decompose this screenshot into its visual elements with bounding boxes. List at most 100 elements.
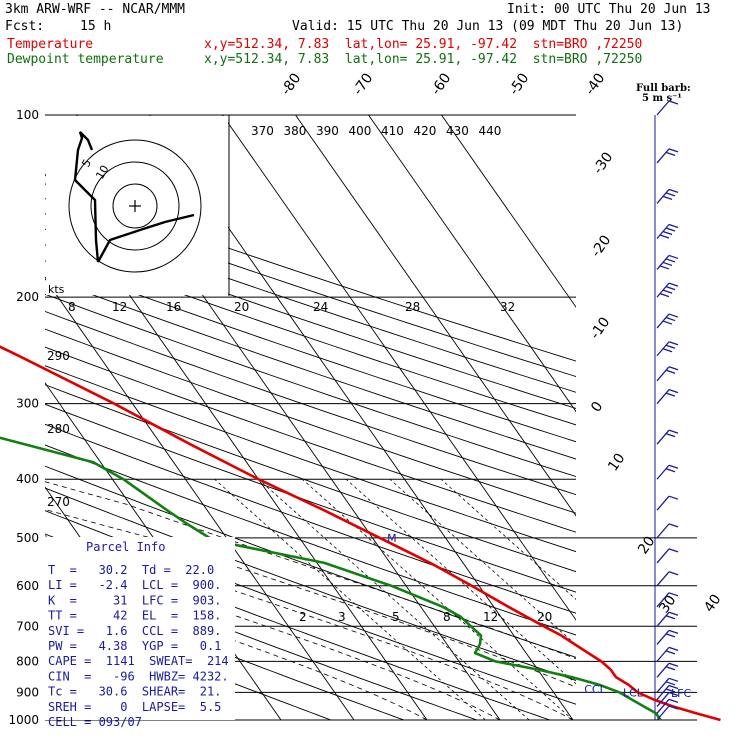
isotherm-line: [222, 115, 576, 621]
dry-adiabat: [45, 260, 576, 443]
theta-label: 380: [284, 124, 307, 138]
parcel-info-row: SVI = 1.6 CCL = 889.: [48, 624, 221, 638]
theta-label: 430: [446, 124, 469, 138]
pressure-tick-label: 800: [16, 654, 39, 668]
parcel-info-row: K = 31 LFC = 903.: [48, 593, 221, 607]
isotherm-line: [368, 115, 576, 413]
hodograph-ring: [112, 183, 158, 229]
dry-adiabat: [45, 328, 576, 514]
dry-adiabat: [45, 198, 576, 377]
isotherm-label: -20: [588, 232, 614, 260]
level-marker: CCL: [584, 683, 606, 696]
parcel-info-row: Tc = 30.6 SHEAR= 21.: [48, 685, 221, 699]
wind-barb: [656, 548, 679, 564]
theta-e-label: 280: [47, 422, 70, 436]
wind-barb: [656, 254, 679, 270]
parcel-info-row: CAPE = 1141 SWEAT= 214: [48, 654, 229, 668]
mixing-ratio-label: 2: [299, 610, 307, 624]
dewpoint-legend: Dewpoint temperature: [7, 52, 164, 67]
isotherm-label: 10: [605, 451, 628, 475]
parcel-info-row: TT = 42 EL = 158.: [48, 609, 221, 623]
level-marker: LFC: [671, 687, 691, 700]
pressure-tick-label: 200: [16, 290, 39, 304]
theta-e-label: 270: [47, 495, 70, 509]
moist-adiabat: [45, 481, 576, 660]
isotherm-line: [295, 115, 576, 517]
wind-barb: [656, 629, 679, 645]
pressure-tick-label: 300: [16, 397, 39, 411]
mixing-ratio-label: 16: [166, 300, 181, 314]
mixing-ratio-label: 12: [483, 610, 498, 624]
dry-adiabat: [45, 465, 576, 658]
isotherm-label: -10: [587, 314, 613, 342]
hodograph-ring: [68, 139, 202, 273]
pressure-tick-label: 900: [16, 685, 39, 699]
pressure-tick-label: 100: [16, 108, 39, 122]
parcel-info-title: Parcel Info: [86, 540, 165, 554]
wind-barb: [656, 464, 679, 480]
wind-barb: [656, 223, 679, 239]
mixing-ratio-label: 32: [500, 300, 515, 314]
hodograph-trace: [73, 131, 195, 263]
dewpoint-line: [0, 436, 662, 721]
mixing-ratio-label: 5: [392, 610, 400, 624]
parcel-info-row: CIN = -96 HWBZ= 4232.: [48, 669, 229, 683]
mixing-ratio-line: [440, 478, 576, 600]
wind-barb: [656, 188, 679, 204]
mixing-ratio-line: [214, 478, 486, 720]
isotherm-label: -60: [428, 70, 454, 98]
level-marker: LCL: [623, 686, 644, 699]
theta-label: 370: [251, 124, 274, 138]
wind-barb: [656, 691, 679, 707]
init-time: Init: 00 UTC Thu 20 Jun 13: [507, 2, 711, 17]
barb-legend-unit: 5 m s⁻¹: [642, 93, 682, 104]
wind-barb: [656, 646, 679, 662]
parcel-info-row: SREH = 0 LAPSE= 5.5: [48, 700, 221, 714]
wind-barb: [656, 389, 679, 405]
mixing-ratio-label: 24: [313, 300, 328, 314]
isotherm-line: [441, 115, 576, 308]
wind-barb: [656, 523, 679, 539]
wind-barb: [656, 684, 679, 700]
theta-label: 400: [349, 124, 372, 138]
mixing-ratio-line: [258, 478, 530, 720]
mixing-ratio-label: 12: [112, 300, 127, 314]
pressure-tick-label: 1000: [8, 713, 39, 727]
isotherm-label: 0: [588, 399, 606, 415]
wind-barb: [656, 100, 679, 116]
dry-adiabat: [45, 444, 576, 636]
parcel-info-row: LI = -2.4 LCL = 900.: [48, 578, 221, 592]
parcel-info-panel: [45, 537, 235, 720]
mixing-ratio-line: [345, 478, 576, 685]
dry-adiabat: [45, 346, 576, 533]
isotherm-label: -50: [506, 70, 532, 98]
forecast-label: Fcst:: [5, 19, 45, 34]
mixing-ratio-label: 28: [405, 300, 420, 314]
wind-barb: [656, 677, 679, 693]
temperature-location: x,y=512.34, 7.83 lat,lon= 25.91, -97.42 …: [204, 37, 643, 52]
isotherm-label: -80: [278, 70, 304, 98]
mixing-ratio-label: 8: [443, 610, 451, 624]
theta-label: 410: [381, 124, 404, 138]
theta-e-label: 290: [47, 349, 70, 363]
dry-adiabat: [45, 213, 576, 393]
dry-adiabat: [45, 582, 405, 720]
dewpoint-location: x,y=512.34, 7.83 lat,lon= 25.91, -97.42 …: [204, 52, 643, 67]
mixing-ratio-label: 3: [338, 610, 346, 624]
wind-barb: [656, 429, 679, 445]
mixing-ratio-line: [389, 478, 576, 646]
pressure-tick-label: 700: [16, 619, 39, 633]
pressure-tick-label: 600: [16, 579, 39, 593]
wind-barb: [656, 705, 679, 721]
theta-label: 440: [479, 124, 502, 138]
dry-adiabat: [45, 244, 576, 426]
hodograph-ring-label: 10: [93, 163, 111, 182]
theta-label: 420: [414, 124, 437, 138]
wind-barb: [656, 366, 679, 382]
wind-barb: [656, 282, 679, 298]
barb-legend-title: Full barb:: [636, 83, 691, 94]
wind-barb: [656, 495, 679, 511]
isotherm-label: -40: [582, 70, 608, 98]
